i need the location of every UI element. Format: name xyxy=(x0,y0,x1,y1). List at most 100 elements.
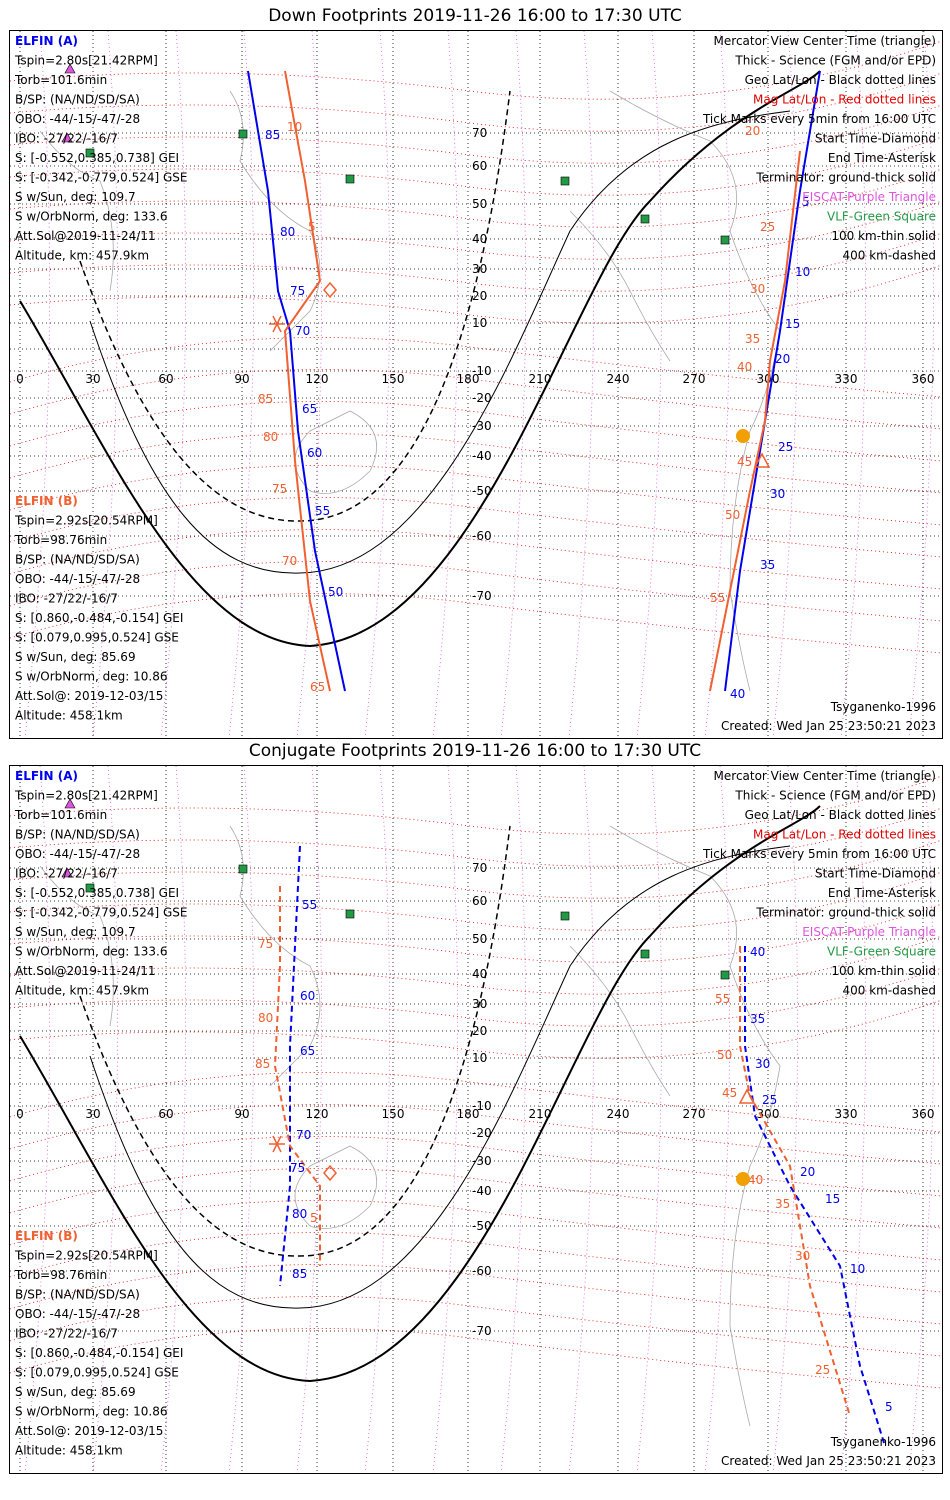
legend-line: Terminator: ground-thick solid xyxy=(755,171,936,185)
elfin-a-info-line: OBO: -44/-15/-47/-28 xyxy=(15,847,140,861)
lon-label: 150 xyxy=(382,372,405,386)
mag-lon-line xyxy=(636,31,663,738)
elfin-b-info-line: S w/OrbNorm, deg: 10.86 xyxy=(15,670,167,684)
lon-label: 150 xyxy=(382,1107,405,1121)
terminator-ground xyxy=(19,70,821,648)
coastline xyxy=(609,825,781,1427)
elfin-a-tick-label: 20 xyxy=(800,1165,815,1179)
lon-label: 0 xyxy=(16,1107,24,1121)
lat-label: -70 xyxy=(472,589,492,603)
end-asterisk xyxy=(269,1135,285,1153)
elfin-a-tick-label: 35 xyxy=(760,558,775,572)
mag-lat-line xyxy=(10,1264,942,1325)
elfin-a-tick-label: 10 xyxy=(850,1262,865,1276)
elfin-b-info-line: S w/Sun, deg: 85.69 xyxy=(15,1385,136,1399)
elfin-a-conj-tick-label: 35 xyxy=(775,1197,790,1211)
elfin-a-conj-tick-label: 55 xyxy=(715,992,730,1006)
mag-lat-line xyxy=(10,401,942,462)
elfin-b-tick-label: 80 xyxy=(280,225,295,239)
elfin-a-info-line: Tspin=2.80s[21.42RPM] xyxy=(14,789,158,803)
coastline xyxy=(229,90,321,352)
mag-lat-line xyxy=(10,1136,942,1197)
legend-line: Mag Lat/Lon - Red dotted lines xyxy=(753,828,936,842)
vlf-station xyxy=(640,214,650,224)
mag-lat-line xyxy=(10,1168,942,1229)
elfin-a-info-line: Tspin=2.80s[21.42RPM] xyxy=(14,54,158,68)
mag-lat-line xyxy=(10,593,942,654)
elfin-b-info-line: Altitude: 458.1km xyxy=(15,709,123,723)
elfin-b-info-line: S: [0.860,-0.484,-0.154] GEI xyxy=(15,1346,183,1360)
lat-label: -60 xyxy=(472,529,492,543)
legend-line: EISCAT-Purple Triangle xyxy=(802,925,936,939)
elfin-b-conj-tick-label: 80 xyxy=(258,1011,273,1025)
mag-lat-line xyxy=(10,136,942,196)
lon-label: 90 xyxy=(234,372,249,386)
elfin-b-tick-label: 55 xyxy=(315,504,330,518)
coastline xyxy=(569,945,671,1097)
down-title: Down Footprints 2019-11-26 16:00 to 17:3… xyxy=(268,6,682,26)
mag-lon-line xyxy=(704,766,731,1473)
mag-lon-line xyxy=(772,31,799,738)
mag-lat-line xyxy=(10,561,942,622)
elfin-b-info-line: IBO: -27/22/-16/7 xyxy=(15,1327,118,1341)
elfin-a-tick-label: 30 xyxy=(755,1057,770,1071)
legend-line: 400 km-dashed xyxy=(842,984,936,998)
lat-label: 10 xyxy=(472,316,487,330)
mag-lon-line xyxy=(500,31,527,738)
mag-lat-line xyxy=(10,1104,942,1165)
eiscat-station xyxy=(64,63,76,74)
lat-label: -20 xyxy=(472,391,492,405)
elfin-b-info-line: B/SP: (NA/ND/SD/SA) xyxy=(15,1288,140,1302)
mag-lat-line xyxy=(10,999,942,1059)
lon-label: 330 xyxy=(835,1107,858,1121)
elfin-b-conj-tick-label: 85 xyxy=(255,1057,270,1071)
elfin-a-info-line: IBO: -27/22/-16/7 xyxy=(15,132,118,146)
mag-lon-line xyxy=(296,766,323,1473)
elfin-b-info-line: Torb=98.76min xyxy=(14,1268,107,1282)
lon-label: 270 xyxy=(683,372,706,386)
vlf-station xyxy=(345,174,355,184)
elfin-a-info-line: S w/Sun, deg: 109.7 xyxy=(15,190,136,204)
vlf-station xyxy=(345,909,355,919)
mag-lat-line xyxy=(10,1072,942,1133)
elfin-b-tick-label: 75 xyxy=(290,284,305,298)
elfin-a-conj-tick-label: 35 xyxy=(745,332,760,346)
elfin-b-tick-label: 65 xyxy=(300,1044,315,1058)
legend-line: Start Time-Diamond xyxy=(815,867,936,881)
elfin-a-tick-label: 40 xyxy=(750,945,765,959)
mag-lon-line xyxy=(24,31,51,738)
lon-label: 120 xyxy=(306,372,329,386)
lat-label: -10 xyxy=(472,1099,492,1113)
terminator-400km xyxy=(79,90,511,522)
created-timestamp: Created: Wed Jan 25 23:50:21 2023 xyxy=(721,719,936,733)
lat-label: 70 xyxy=(472,126,487,140)
terminator-ground xyxy=(19,805,821,1383)
lon-label: 0 xyxy=(16,372,24,386)
legend-line: Thick - Science (FGM and/or EPD) xyxy=(734,54,936,68)
elfin-a-tick-label: 40 xyxy=(730,687,745,701)
elfin-b-info-line: IBO: -27/22/-16/7 xyxy=(15,592,118,606)
vlf-station xyxy=(560,911,570,921)
vlf-station xyxy=(85,148,95,158)
lon-label: 30 xyxy=(85,372,100,386)
lon-label: 330 xyxy=(835,372,858,386)
elfin-b-tick-label: 75 xyxy=(290,1161,305,1175)
elfin-a-tick-label: 25 xyxy=(762,1093,777,1107)
mag-lon-line xyxy=(500,766,527,1473)
elfin-a-conj-track xyxy=(709,150,801,692)
elfin-a-conj-tick-label: 25 xyxy=(760,220,775,234)
elfin-b-conj-tick-label: 5 xyxy=(310,1211,318,1225)
elfin-b-tick-label: 55 xyxy=(302,898,317,912)
elfin-a-conj-track xyxy=(739,946,851,1417)
elfin-b-tick-label: 85 xyxy=(292,1267,307,1281)
mag-lat-line xyxy=(10,839,942,899)
elfin-b-track xyxy=(279,845,301,1287)
lat-label: -50 xyxy=(472,484,492,498)
start-diamond xyxy=(323,281,337,299)
elfin-a-info-line: Att.Sol@2019-11-24/11 xyxy=(15,229,156,243)
legend-line: 400 km-dashed xyxy=(842,249,936,263)
legend-line: Geo Lat/Lon - Black dotted lines xyxy=(745,808,936,822)
mag-lon-line xyxy=(840,31,867,738)
elfin-b-conj-tick-label: 80 xyxy=(263,430,278,444)
elfin-a-track xyxy=(724,70,821,692)
